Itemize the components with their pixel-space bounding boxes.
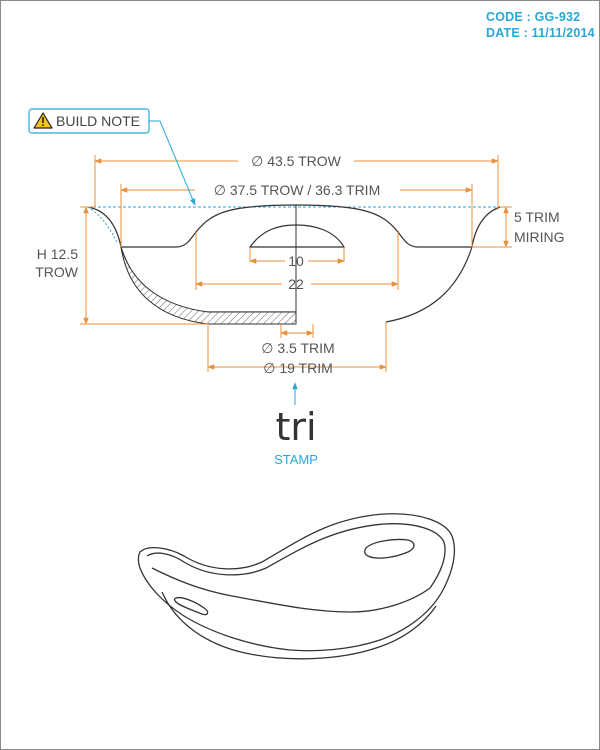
build-note-callout: BUILD NOTE: [28, 108, 196, 206]
dim-inner-large-label: 22: [288, 276, 304, 292]
dim-rim-label: ∅ 37.5 TROW / 36.3 TRIM: [214, 182, 381, 198]
dim-height-label-1: H 12.5: [37, 246, 78, 262]
stamp-label: STAMP: [274, 452, 318, 467]
stamp-callout: tri STAMP: [274, 382, 318, 467]
bowl-rim-outer: [137, 513, 456, 652]
rim-right: [471, 206, 501, 248]
build-note-leader: [149, 120, 196, 206]
dimension-labels: ∅ 43.5 TROW ∅ 37.5 TROW / 36.3 TRIM 5 TR…: [35, 153, 564, 376]
bowl-rim-inner: [146, 523, 446, 589]
perspective-view: [137, 513, 456, 660]
handle-slot-left: [173, 596, 209, 616]
dim-wall-label: ∅ 3.5 TRIM: [261, 340, 334, 356]
handle-slot-right: [364, 538, 415, 559]
build-note-label: BUILD NOTE: [56, 113, 140, 129]
hatched-section: [120, 246, 297, 325]
dim-outer-label: ∅ 43.5 TROW: [251, 153, 342, 169]
code-label: CODE : GG-932: [486, 10, 581, 24]
rim-left: [87, 206, 122, 248]
dim-height-label-2: TROW: [35, 264, 79, 280]
dim-rim-height-label-1: 5 TRIM: [514, 209, 560, 225]
dimension-lines: [80, 155, 512, 372]
outer-bowl-left: [120, 246, 296, 313]
stamp-logo: tri: [275, 405, 316, 449]
handle-recess: [248, 224, 346, 248]
title-block: CODE : GG-932 DATE : 11/11/2014: [486, 9, 595, 41]
outer-bowl-right: [385, 246, 473, 323]
bowl-inner-wall: [151, 567, 431, 613]
dim-rim-height-label-2: MIRING: [514, 229, 565, 245]
bowl-underside: [161, 591, 437, 660]
warning-icon: [33, 112, 53, 129]
date-label: DATE : 11/11/2014: [486, 26, 595, 40]
dim-inner-small-label: 10: [288, 253, 304, 269]
dim-foot-label: ∅ 19 TRIM: [263, 360, 333, 376]
cross-section-view: [87, 204, 501, 325]
